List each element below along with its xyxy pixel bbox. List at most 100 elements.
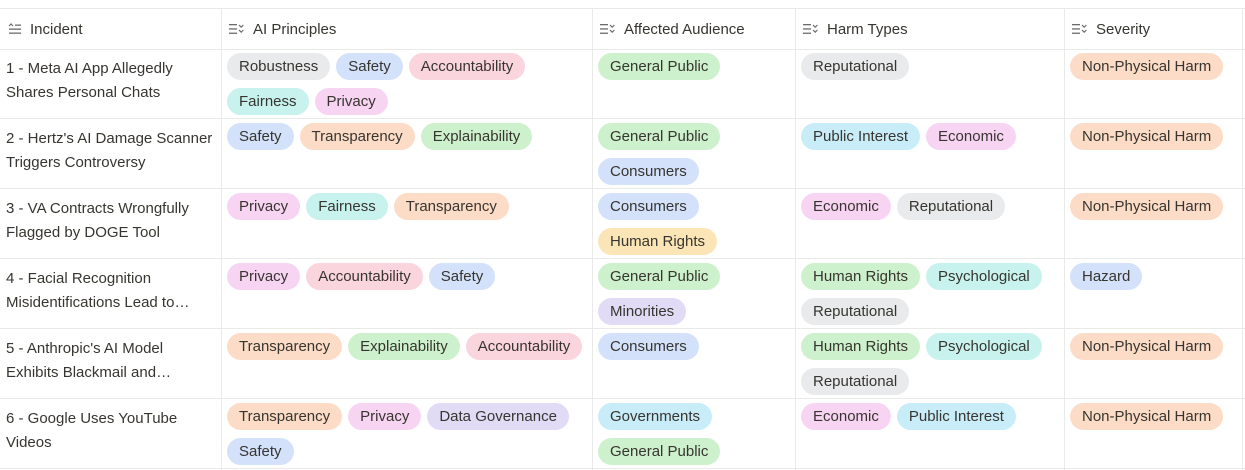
tag-privacy: Privacy <box>348 403 422 430</box>
table-row[interactable]: 6 - Google Uses YouTube Videos Transparen… <box>0 398 1245 469</box>
table-row[interactable]: 4 - Facial Recognition Misidentification… <box>0 258 1245 329</box>
column-header-label: AI Principles <box>253 20 337 38</box>
tag-reputational: Reputational <box>801 368 910 395</box>
tag-general-public: General Public <box>598 123 721 150</box>
principles-cell[interactable]: Robustness Safety Accountability Fairness Pr… <box>227 53 588 115</box>
tag-governments: Governments <box>598 403 713 430</box>
text-property-icon <box>8 23 22 35</box>
harms-cell[interactable]: Human Rights Psychological Reputational <box>801 263 1060 325</box>
incident-title-text: 3 - VA Contracts Wrongfully Flagged by D… <box>6 200 189 241</box>
tag-general-public: General Public <box>598 438 721 465</box>
incident-title[interactable]: 3 - VA Contracts Wrongfully Flagged by D… <box>6 197 218 245</box>
multi-select-icon <box>803 23 819 35</box>
tag-data-governance: Data Governance <box>427 403 569 430</box>
tag-accountability: Accountability <box>306 263 423 290</box>
tag-privacy: Privacy <box>227 263 301 290</box>
tag-public-interest: Public Interest <box>896 403 1016 430</box>
audience-cell[interactable]: Governments General Public <box>598 403 791 465</box>
tag-robustness: Robustness <box>227 53 331 80</box>
tag-privacy: Privacy <box>227 193 301 220</box>
column-header-severity[interactable]: Severity <box>1072 9 1242 49</box>
audience-cell[interactable]: Consumers Human Rights <box>598 193 791 255</box>
audience-cell[interactable]: General Public <box>598 53 791 80</box>
tag-public-interest: Public Interest <box>801 123 921 150</box>
tag-reputational: Reputational <box>801 298 910 325</box>
audience-cell[interactable]: Consumers <box>598 333 791 360</box>
table-header-row: Incident AI Principles Affected Audience Ha… <box>0 8 1245 50</box>
column-divider <box>1064 8 1065 470</box>
multi-select-icon <box>1072 23 1088 35</box>
table-row[interactable]: 2 - Hertz's AI Damage Scanner Triggers C… <box>0 118 1245 189</box>
tag-explainability: Explainability <box>420 123 533 150</box>
table-row[interactable]: 5 - Anthropic's AI Model Exhibits Blackm… <box>0 328 1245 399</box>
incident-title[interactable]: 5 - Anthropic's AI Model Exhibits Blackm… <box>6 337 218 385</box>
tag-human-rights: Human Rights <box>801 263 921 290</box>
incident-title-text: 5 - Anthropic's AI Model Exhibits Blackm… <box>6 340 164 381</box>
severity-cell[interactable]: Non-Physical Harm <box>1070 193 1238 220</box>
tag-accountability: Accountability <box>408 53 526 80</box>
multi-select-icon <box>600 23 616 35</box>
tag-psychological: Psychological <box>926 263 1042 290</box>
incident-title[interactable]: 6 - Google Uses YouTube Videos <box>6 407 218 455</box>
tag-non-physical-harm: Non-Physical Harm <box>1070 53 1224 80</box>
tag-consumers: Consumers <box>598 193 699 220</box>
severity-cell[interactable]: Non-Physical Harm <box>1070 123 1238 150</box>
principles-cell[interactable]: Transparency Privacy Data Governance Safety <box>227 403 588 465</box>
tag-transparency: Transparency <box>393 193 509 220</box>
tag-safety: Safety <box>227 123 294 150</box>
principles-cell[interactable]: Privacy Accountability Safety <box>227 263 588 290</box>
tag-transparency: Transparency <box>227 403 343 430</box>
table-row[interactable]: 1 - Meta AI App Allegedly Shares Persona… <box>0 48 1245 119</box>
tag-transparency: Transparency <box>299 123 415 150</box>
column-header-principles[interactable]: AI Principles <box>229 9 592 49</box>
tag-fairness: Fairness <box>306 193 388 220</box>
incident-title-text: 4 - Facial Recognition Misidentification… <box>6 270 175 311</box>
severity-cell[interactable]: Non-Physical Harm <box>1070 403 1238 430</box>
harms-cell[interactable]: Economic Reputational <box>801 193 1060 220</box>
audience-cell[interactable]: General Public Consumers <box>598 123 791 185</box>
column-header-incident[interactable]: Incident <box>8 9 221 49</box>
column-header-label: Affected Audience <box>624 20 745 38</box>
column-header-label: Severity <box>1096 20 1151 38</box>
tag-non-physical-harm: Non-Physical Harm <box>1070 123 1224 150</box>
incident-title[interactable]: 2 - Hertz's AI Damage Scanner Triggers C… <box>6 127 218 175</box>
incident-title-text: 6 - Google Uses YouTube Videos <box>6 410 178 451</box>
audience-cell[interactable]: General Public Minorities <box>598 263 791 325</box>
column-header-harms[interactable]: Harm Types <box>803 9 1064 49</box>
severity-cell[interactable]: Non-Physical Harm <box>1070 333 1238 360</box>
severity-cell[interactable]: Hazard <box>1070 263 1238 290</box>
tag-safety: Safety <box>227 438 294 465</box>
tag-general-public: General Public <box>598 263 721 290</box>
harms-cell[interactable]: Public Interest Economic <box>801 123 1060 150</box>
tag-explainability: Explainability <box>348 333 460 360</box>
severity-cell[interactable]: Non-Physical Harm <box>1070 53 1238 80</box>
principles-cell[interactable]: Transparency Explainability Accountability <box>227 333 588 360</box>
incident-title-text: 1 - Meta AI App Allegedly Shares Persona… <box>6 60 173 101</box>
incident-title-text: 2 - Hertz's AI Damage Scanner Triggers C… <box>6 130 213 171</box>
tag-consumers: Consumers <box>598 333 699 360</box>
principles-cell[interactable]: Privacy Fairness Transparency <box>227 193 588 220</box>
tag-psychological: Psychological <box>926 333 1042 360</box>
tag-minorities: Minorities <box>598 298 687 325</box>
tag-non-physical-harm: Non-Physical Harm <box>1070 193 1224 220</box>
tag-human-rights: Human Rights <box>801 333 921 360</box>
tag-reputational: Reputational <box>896 193 1006 220</box>
column-divider <box>221 8 222 470</box>
tag-hazard: Hazard <box>1070 263 1143 290</box>
tag-transparency: Transparency <box>227 333 343 360</box>
column-header-audience[interactable]: Affected Audience <box>600 9 795 49</box>
incident-title[interactable]: 4 - Facial Recognition Misidentification… <box>6 267 218 315</box>
harms-cell[interactable]: Economic Public Interest <box>801 403 1060 430</box>
tag-economic: Economic <box>801 403 891 430</box>
tag-economic: Economic <box>926 123 1016 150</box>
harms-cell[interactable]: Human Rights Psychological Reputational <box>801 333 1060 395</box>
harms-cell[interactable]: Reputational <box>801 53 1060 80</box>
incident-title[interactable]: 1 - Meta AI App Allegedly Shares Persona… <box>6 57 218 105</box>
column-header-label: Incident <box>30 20 83 38</box>
tag-economic: Economic <box>801 193 891 220</box>
tag-general-public: General Public <box>598 53 721 80</box>
table-row[interactable]: 3 - VA Contracts Wrongfully Flagged by D… <box>0 188 1245 259</box>
principles-cell[interactable]: Safety Transparency Explainability <box>227 123 588 150</box>
tag-accountability: Accountability <box>465 333 583 360</box>
